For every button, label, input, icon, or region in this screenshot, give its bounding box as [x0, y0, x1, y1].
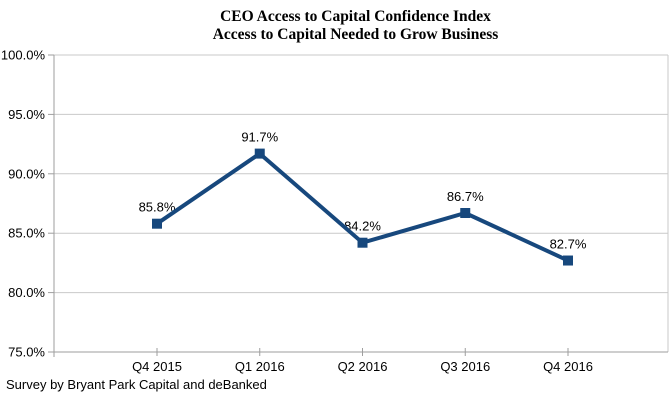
x-tick-label: Q1 2016: [235, 359, 285, 374]
data-marker: [254, 148, 265, 159]
y-tick-label: 100.0%: [1, 48, 46, 63]
y-tick-label: 85.0%: [8, 226, 45, 241]
x-tick-label: Q3 2016: [440, 359, 490, 374]
y-tick-label: 95.0%: [8, 107, 45, 122]
x-tick-label: Q4 2015: [132, 359, 182, 374]
source-note: Survey by Bryant Park Capital and deBank…: [6, 377, 267, 392]
x-tick-label: Q4 2016: [543, 359, 593, 374]
x-tick-label: Q2 2016: [338, 359, 388, 374]
data-marker: [563, 255, 573, 266]
data-label: 84.2%: [344, 219, 381, 234]
data-label: 91.7%: [241, 130, 278, 145]
data-label: 82.7%: [550, 237, 587, 252]
data-marker: [152, 218, 162, 229]
y-tick-label: 90.0%: [8, 166, 45, 181]
chart-title: CEO Access to Capital Confidence Index A…: [40, 8, 671, 44]
data-label: 85.8%: [139, 200, 176, 215]
data-marker: [357, 237, 368, 248]
chart-title-line1: CEO Access to Capital Confidence Index: [220, 8, 491, 25]
data-label: 86.7%: [447, 189, 484, 204]
chart-title-line2: Access to Capital Needed to Grow Busines…: [212, 26, 499, 43]
y-tick-label: 80.0%: [8, 285, 45, 300]
y-tick-label: 75.0%: [8, 345, 45, 360]
data-marker: [460, 208, 471, 219]
